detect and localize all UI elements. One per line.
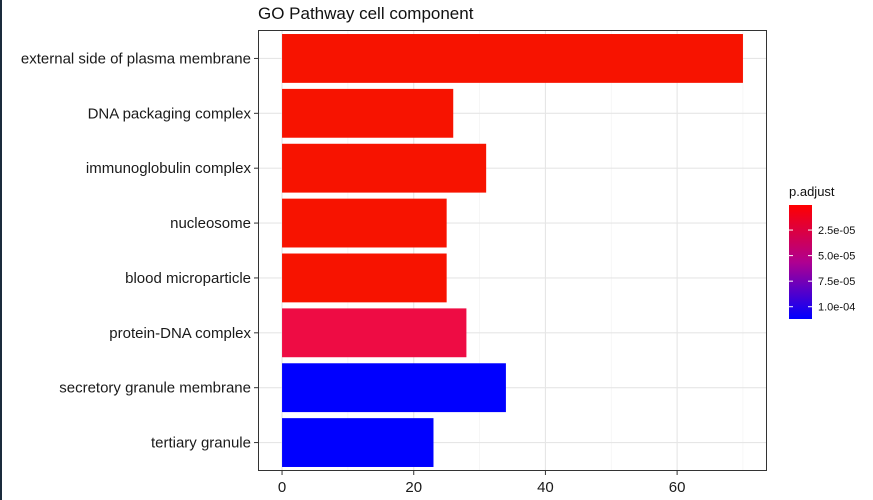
y-tick-label: protein-DNA complex	[109, 325, 251, 342]
legend-tick-label: 7.5e-05	[818, 276, 855, 288]
y-tick-label: immunoglobulin complex	[86, 160, 252, 177]
legend-tick-label: 1.0e-04	[818, 302, 855, 314]
y-tick-label: external side of plasma membrane	[21, 50, 251, 67]
bars-layer	[282, 34, 743, 467]
x-axis: 0 20 40 60	[278, 470, 686, 496]
x-tick-label: 20	[405, 479, 422, 496]
legend-ticks: 2.5e-05 5.0e-05 7.5e-05 1.0e-04	[789, 225, 855, 314]
x-tick-label: 0	[278, 479, 286, 496]
legend-tick-label: 5.0e-05	[818, 251, 855, 263]
bar-tertiary-granule	[282, 418, 434, 467]
panel-border	[258, 30, 767, 471]
bar-secretory-granule-membrane	[282, 363, 506, 413]
y-tick-label: DNA packaging complex	[88, 105, 252, 122]
bar-immunoglobulin-complex	[282, 143, 487, 193]
bar-external-side-of-plasma-membrane	[282, 34, 743, 83]
chart-title: GO Pathway cell component	[258, 4, 474, 23]
y-tick-label: tertiary granule	[151, 435, 251, 452]
bar-dna-packaging-complex	[282, 88, 454, 138]
left-edge-bar	[0, 0, 2, 500]
bar-protein-dna-complex	[282, 308, 467, 358]
y-tick-label: secretory granule membrane	[59, 380, 251, 397]
bar-blood-microparticle	[282, 253, 447, 303]
y-tick-label: blood microparticle	[125, 270, 251, 287]
legend-tick-label: 2.5e-05	[818, 225, 855, 237]
x-tick-label: 40	[537, 479, 554, 496]
bar-nucleosome	[282, 198, 447, 248]
legend-title: p.adjust	[789, 184, 835, 199]
x-tick-label: 60	[669, 479, 686, 496]
y-tick-label: nucleosome	[170, 215, 251, 232]
legend-colorbar	[789, 205, 812, 319]
y-axis: external side of plasma membrane DNA pack…	[21, 50, 259, 452]
color-legend: p.adjust 2.5e-05 5.0e-05 7.5e-05 1.0e-04	[789, 184, 855, 319]
